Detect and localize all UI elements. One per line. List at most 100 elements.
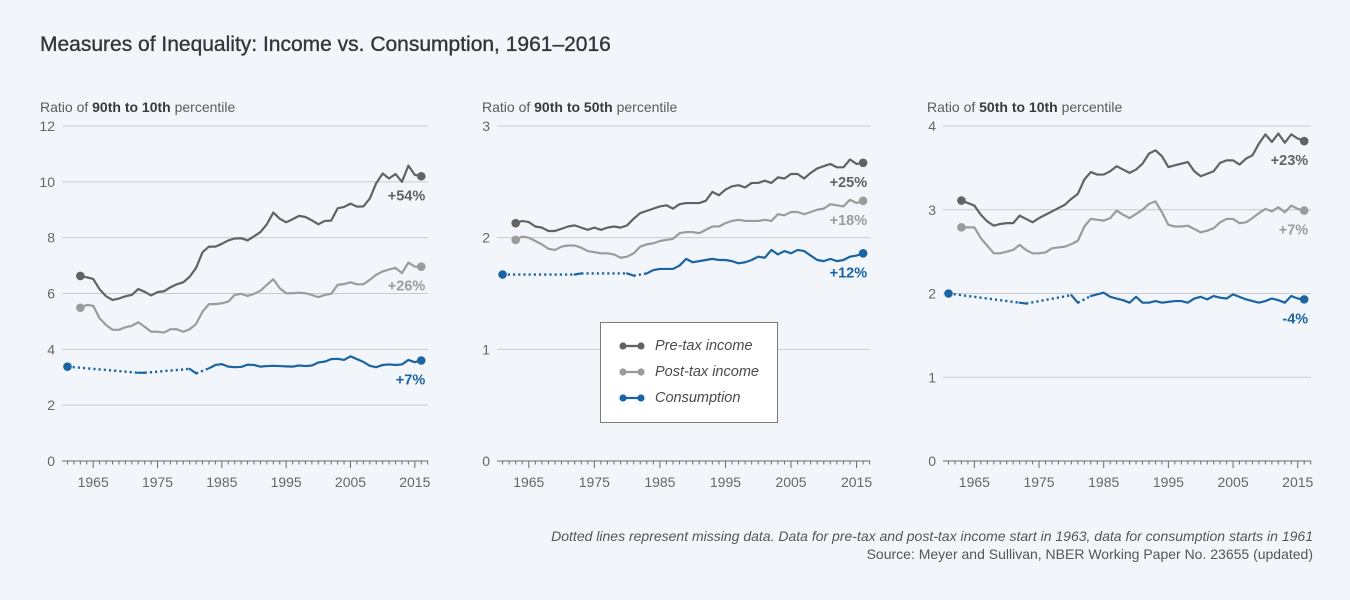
series-start-point xyxy=(511,235,520,245)
series-end-point xyxy=(416,171,426,181)
x-tick-label: 1985 xyxy=(206,474,237,490)
footnote: Dotted lines represent missing data. Dat… xyxy=(551,528,1313,544)
panel-1-subtitle: Ratio of 90th to 10th percentile xyxy=(40,99,235,115)
legend-label: Pre-tax income xyxy=(655,338,753,354)
x-tick-label: 1965 xyxy=(78,474,109,490)
y-tick-label: 2 xyxy=(482,230,490,246)
series-line-consumption xyxy=(1089,291,1306,304)
series-line-pretax xyxy=(514,158,865,233)
series-line-dotted-consumption xyxy=(1077,294,1092,304)
series-line-dotted-consumption xyxy=(1025,293,1072,305)
series-line-consumption xyxy=(626,272,635,277)
series-start-point xyxy=(957,223,966,232)
series-change-label: +23% xyxy=(1271,153,1309,169)
y-tick-label: 10 xyxy=(39,174,55,190)
series-line-dotted-consumption xyxy=(948,292,1020,304)
series-end-point xyxy=(416,356,426,365)
x-tick-label: 1975 xyxy=(579,474,610,490)
chart-title: Measures of Inequality: Income vs. Consu… xyxy=(40,33,611,56)
legend-label: Consumption xyxy=(655,390,741,406)
x-tick-label: 1995 xyxy=(1153,474,1184,490)
y-tick-label: 4 xyxy=(47,341,55,357)
series-pretax: +23% xyxy=(957,132,1309,227)
subtitle-suffix: percentile xyxy=(612,99,678,115)
subtitle-prefix: Ratio of xyxy=(927,99,980,115)
series-change-label: +18% xyxy=(830,213,868,229)
subtitle-suffix: percentile xyxy=(1057,99,1123,115)
series-pretax: +25% xyxy=(511,158,868,233)
x-tick-label: 2015 xyxy=(841,474,872,490)
panel-2-subtitle: Ratio of 90th to 50th percentile xyxy=(482,99,677,115)
series-end-point xyxy=(858,158,868,168)
x-tick-label: 1975 xyxy=(142,474,173,490)
series-change-label: +12% xyxy=(830,265,868,281)
y-tick-label: 8 xyxy=(47,230,55,246)
subtitle-emphasis: 90th to 10th xyxy=(92,99,171,115)
series-line-consumption xyxy=(645,248,865,275)
y-tick-label: 2 xyxy=(47,397,55,413)
x-tick-label: 2005 xyxy=(335,474,366,490)
series-change-label: +54% xyxy=(388,188,426,204)
y-tick-label: 1 xyxy=(482,341,490,357)
x-tick-label: 1985 xyxy=(644,474,675,490)
x-tick-label: 1965 xyxy=(959,474,990,490)
series-line-consumption xyxy=(188,367,198,375)
legend: Pre-tax income Post-tax income Consumpti… xyxy=(600,322,778,423)
series-posttax: +18% xyxy=(511,196,868,259)
series-posttax: +26% xyxy=(76,261,426,334)
legend-marker-posttax-icon xyxy=(619,368,645,376)
legend-item-posttax: Post-tax income xyxy=(619,362,759,382)
series-start-point xyxy=(76,303,85,313)
series-posttax: +7% xyxy=(957,200,1309,255)
series-consumption: +7% xyxy=(63,355,426,389)
chart-panel-2: 0 1 2 3 1965 1975 1985 1995 2005 2015 +25% +18% +12% xyxy=(482,118,872,490)
subtitle-emphasis: 90th to 50th xyxy=(534,99,613,115)
series-line-posttax xyxy=(960,200,1306,255)
series-line-pretax xyxy=(960,132,1306,227)
y-tick-label: 0 xyxy=(482,453,490,469)
series-line-dotted-consumption xyxy=(144,367,190,374)
series-line-dotted-consumption xyxy=(195,367,210,375)
series-line-consumption xyxy=(573,272,583,276)
series-line-dotted-consumption xyxy=(67,365,139,374)
x-tick-label: 1995 xyxy=(710,474,741,490)
footer: Dotted lines represent missing data. Dat… xyxy=(551,527,1313,563)
y-tick-label: 6 xyxy=(47,286,55,302)
subtitle-suffix: percentile xyxy=(170,99,236,115)
series-change-label: +25% xyxy=(830,175,868,191)
y-tick-label: 1 xyxy=(928,369,936,385)
series-line-posttax xyxy=(514,198,865,259)
subtitle-prefix: Ratio of xyxy=(40,99,93,115)
series-start-point xyxy=(63,362,72,371)
x-tick-label: 1975 xyxy=(1023,474,1054,490)
series-line-posttax xyxy=(79,261,423,334)
y-tick-label: 3 xyxy=(482,118,490,134)
y-tick-label: 4 xyxy=(928,118,936,134)
series-line-consumption xyxy=(1018,301,1028,305)
legend-marker-pretax-icon xyxy=(619,342,645,350)
series-consumption: -4% xyxy=(944,289,1309,327)
series-end-point xyxy=(416,262,426,272)
x-tick-label: 2015 xyxy=(1282,474,1313,490)
series-start-point xyxy=(76,271,85,281)
legend-item-pretax: Pre-tax income xyxy=(619,336,753,356)
source-note: Source: Meyer and Sullivan, NBER Working… xyxy=(866,546,1313,562)
x-tick-label: 2005 xyxy=(1217,474,1248,490)
series-start-point xyxy=(957,196,966,205)
y-tick-label: 0 xyxy=(928,453,936,469)
series-start-point xyxy=(498,270,507,279)
series-end-point xyxy=(858,249,868,258)
x-tick-label: 2015 xyxy=(399,474,430,490)
x-tick-label: 1985 xyxy=(1088,474,1119,490)
series-consumption: +12% xyxy=(498,248,868,281)
series-start-point xyxy=(511,218,520,228)
series-line-consumption xyxy=(1070,294,1079,304)
legend-label: Post-tax income xyxy=(655,364,759,380)
series-line-consumption xyxy=(207,355,423,370)
series-change-label: +7% xyxy=(396,373,426,389)
series-pretax: +54% xyxy=(76,164,426,302)
chart-panel-3: 0 1 2 3 4 1965 1975 1985 1995 2005 2015 +23% +7% -4% xyxy=(928,118,1313,490)
series-line-dotted-consumption xyxy=(633,272,647,277)
